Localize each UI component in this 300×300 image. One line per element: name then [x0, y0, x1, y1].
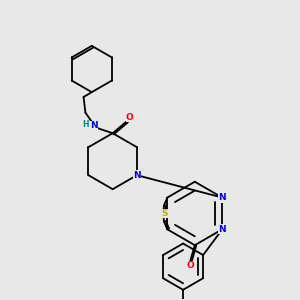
Text: N: N	[133, 171, 141, 180]
Text: N: N	[218, 193, 226, 202]
Text: S: S	[162, 209, 168, 218]
Text: O: O	[126, 113, 134, 122]
Text: N: N	[90, 121, 98, 130]
Text: O: O	[186, 261, 194, 270]
Text: H: H	[82, 120, 89, 129]
Text: N: N	[218, 225, 226, 234]
